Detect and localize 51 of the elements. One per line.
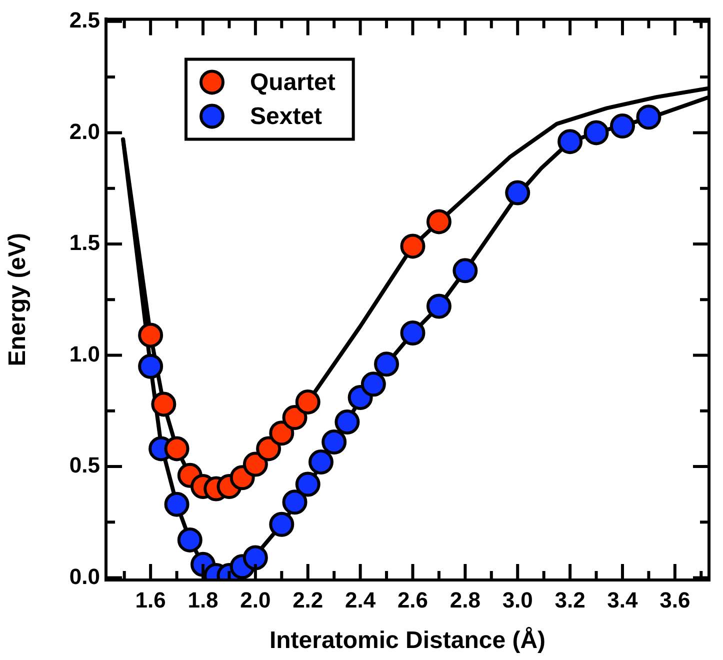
y-tick-label: 0.0 <box>69 564 100 589</box>
x-tick-label: 2.4 <box>345 587 376 612</box>
point <box>269 512 294 537</box>
point <box>584 120 609 146</box>
point <box>452 258 478 284</box>
y-tick-label: 1.5 <box>69 230 100 256</box>
point <box>322 430 347 455</box>
point <box>558 129 583 154</box>
y-tick-label: 2.0 <box>69 118 100 144</box>
point <box>138 322 164 348</box>
point <box>505 180 530 206</box>
point <box>256 436 282 462</box>
point <box>177 527 202 552</box>
point <box>282 490 308 515</box>
x-tick-label: 1.8 <box>188 587 218 612</box>
point <box>151 392 176 417</box>
point <box>426 209 452 234</box>
x-tick-label: 3.4 <box>607 587 639 612</box>
legend-label: Quartet <box>250 68 336 96</box>
x-tick-label: 3.6 <box>660 587 690 612</box>
point <box>269 420 294 446</box>
point <box>164 492 190 517</box>
point <box>400 234 426 259</box>
point <box>374 352 400 377</box>
point <box>426 294 452 319</box>
point <box>295 472 320 497</box>
x-tick-label: 2.0 <box>240 587 271 612</box>
x-tick-label: 2.2 <box>292 587 324 612</box>
point <box>164 436 190 462</box>
x-tick-label: 2.6 <box>397 587 428 612</box>
y-tick-label: 2.5 <box>69 7 100 32</box>
point <box>400 320 426 346</box>
point <box>636 104 662 130</box>
point <box>295 389 320 414</box>
x-tick-label: 3.2 <box>554 587 586 612</box>
x-tick-label: 2.8 <box>450 587 480 612</box>
point <box>242 545 268 570</box>
point <box>282 405 308 430</box>
x-tick-label: 3.0 <box>502 587 533 612</box>
point <box>334 409 360 434</box>
point <box>308 450 334 475</box>
point <box>360 372 386 397</box>
point <box>138 354 164 379</box>
y-axis-title: Energy (eV) <box>4 232 32 366</box>
y-tick-label: 0.5 <box>69 452 100 478</box>
point <box>610 114 635 139</box>
x-axis-title: Interatomic Distance (Å) <box>269 626 546 654</box>
point <box>242 452 268 477</box>
legend-label: Sextet <box>250 102 322 130</box>
y-tick-label: 1.0 <box>69 341 100 366</box>
x-tick-label: 1.6 <box>135 587 166 612</box>
